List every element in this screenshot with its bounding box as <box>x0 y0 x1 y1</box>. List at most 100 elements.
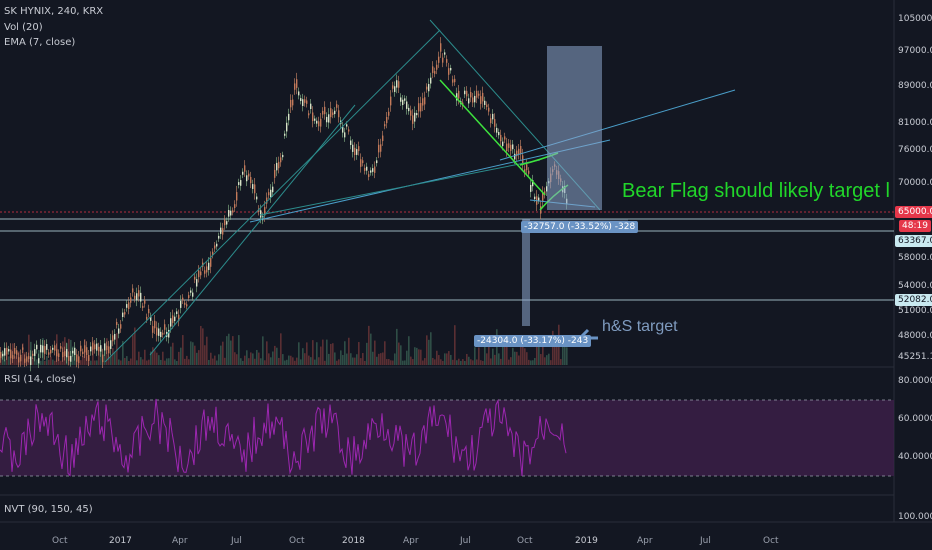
candle-body <box>380 144 382 152</box>
volume-bar <box>364 360 366 365</box>
volume-bar <box>366 342 368 365</box>
candle-body <box>150 316 152 321</box>
volume-bar <box>402 360 404 365</box>
volume-bar <box>480 360 482 365</box>
trendline-extension[interactable] <box>499 89 736 161</box>
candle-body <box>26 356 28 362</box>
candle-body <box>398 81 400 88</box>
price-candles <box>0 37 568 372</box>
candle-body <box>38 358 40 364</box>
symbol-legend[interactable]: SK HYNIX, 240, KRX <box>4 6 104 17</box>
volume-bar <box>396 328 398 365</box>
candle-body <box>308 113 310 116</box>
volume-bar <box>182 335 184 365</box>
ema-legend[interactable]: EMA (7, close) <box>4 37 76 48</box>
volume-bar <box>36 359 38 365</box>
volume-bar <box>530 360 532 365</box>
candle-body <box>372 168 374 172</box>
volume-bar <box>166 358 168 365</box>
volume-bar <box>184 358 186 365</box>
volume-bar <box>326 339 328 365</box>
measure-label-2[interactable]: -24304.0 (-33.17%) -243 <box>474 335 592 347</box>
volume-bar <box>276 347 278 365</box>
volume-bar <box>148 359 150 365</box>
volume-bar <box>200 325 202 365</box>
volume-bar <box>454 325 456 365</box>
candle-body <box>390 96 392 106</box>
projection-box-top[interactable] <box>547 46 602 210</box>
time-axis-label: 2017 <box>109 536 132 546</box>
candle-body <box>452 79 454 83</box>
volume-bar <box>128 360 130 365</box>
volume-bar <box>566 347 568 365</box>
trendline-up[interactable] <box>104 29 441 363</box>
volume-bar <box>46 356 48 365</box>
volume-legend[interactable]: Vol (20) <box>4 22 43 33</box>
candle-body <box>388 111 390 116</box>
candle-body <box>336 104 338 108</box>
candle-body <box>516 150 518 157</box>
candle-body <box>60 346 62 349</box>
candle-body <box>110 340 112 349</box>
volume-bar <box>374 340 376 365</box>
hs-target-annotation[interactable]: h&S target <box>602 318 678 335</box>
candle-body <box>206 266 208 273</box>
candle-body <box>324 106 326 115</box>
volume-bar <box>320 346 322 365</box>
volume-bar <box>82 356 84 365</box>
candle-body <box>282 154 284 158</box>
volume-bar <box>242 360 244 365</box>
candle-body <box>70 355 72 362</box>
current-price-tag: 65000.0 <box>895 206 932 218</box>
volume-bar <box>376 356 378 365</box>
volume-bar <box>32 357 34 365</box>
volume-bar <box>350 353 352 365</box>
trendline-lower[interactable] <box>259 159 541 216</box>
volume-bar <box>172 342 174 365</box>
volume-bar <box>540 354 542 365</box>
bear-flag-pole[interactable] <box>439 79 546 196</box>
rsi-legend[interactable]: RSI (14, close) <box>4 374 77 385</box>
volume-bar <box>94 360 96 365</box>
candle-body <box>204 270 206 274</box>
volume-bar <box>132 335 134 365</box>
candle-body <box>8 349 10 352</box>
candle-body <box>256 196 258 200</box>
volume-bar <box>256 349 258 365</box>
measure-label-1[interactable]: -32757.0 (-33.52%) -328 <box>521 221 639 233</box>
volume-bar <box>554 342 556 365</box>
candle-body <box>98 346 100 352</box>
candle-body <box>322 110 324 115</box>
candle-body <box>396 80 398 88</box>
projection-box-vertical[interactable] <box>522 219 530 326</box>
trendline-channel[interactable] <box>149 104 356 356</box>
time-axis-label: Oct <box>517 536 533 546</box>
candle-body <box>20 354 22 362</box>
candle-body <box>246 175 248 182</box>
candle-body <box>144 299 146 304</box>
candle-body <box>250 176 252 184</box>
volume-bar <box>140 357 142 365</box>
volume-bar <box>400 345 402 365</box>
candle-body <box>294 83 296 90</box>
volume-bar <box>512 347 514 365</box>
volume-bar <box>330 343 332 365</box>
candle-body <box>368 174 370 177</box>
volume-bar <box>138 351 140 365</box>
candle-body <box>334 110 336 115</box>
candle-body <box>492 113 494 120</box>
candle-body <box>504 136 506 140</box>
volume-bar <box>246 350 248 365</box>
candle-body <box>240 180 242 186</box>
volume-bar <box>214 355 216 365</box>
time-axis-label: Apr <box>637 536 653 546</box>
volume-bar <box>114 351 116 365</box>
volume-bar <box>300 359 302 365</box>
bear-flag-annotation[interactable]: Bear Flag should likely target l <box>622 180 890 202</box>
nvt-legend[interactable]: NVT (90, 150, 45) <box>4 504 93 515</box>
volume-bar <box>210 352 212 365</box>
time-axis-label: 2019 <box>575 536 598 546</box>
candle-body <box>304 99 306 103</box>
